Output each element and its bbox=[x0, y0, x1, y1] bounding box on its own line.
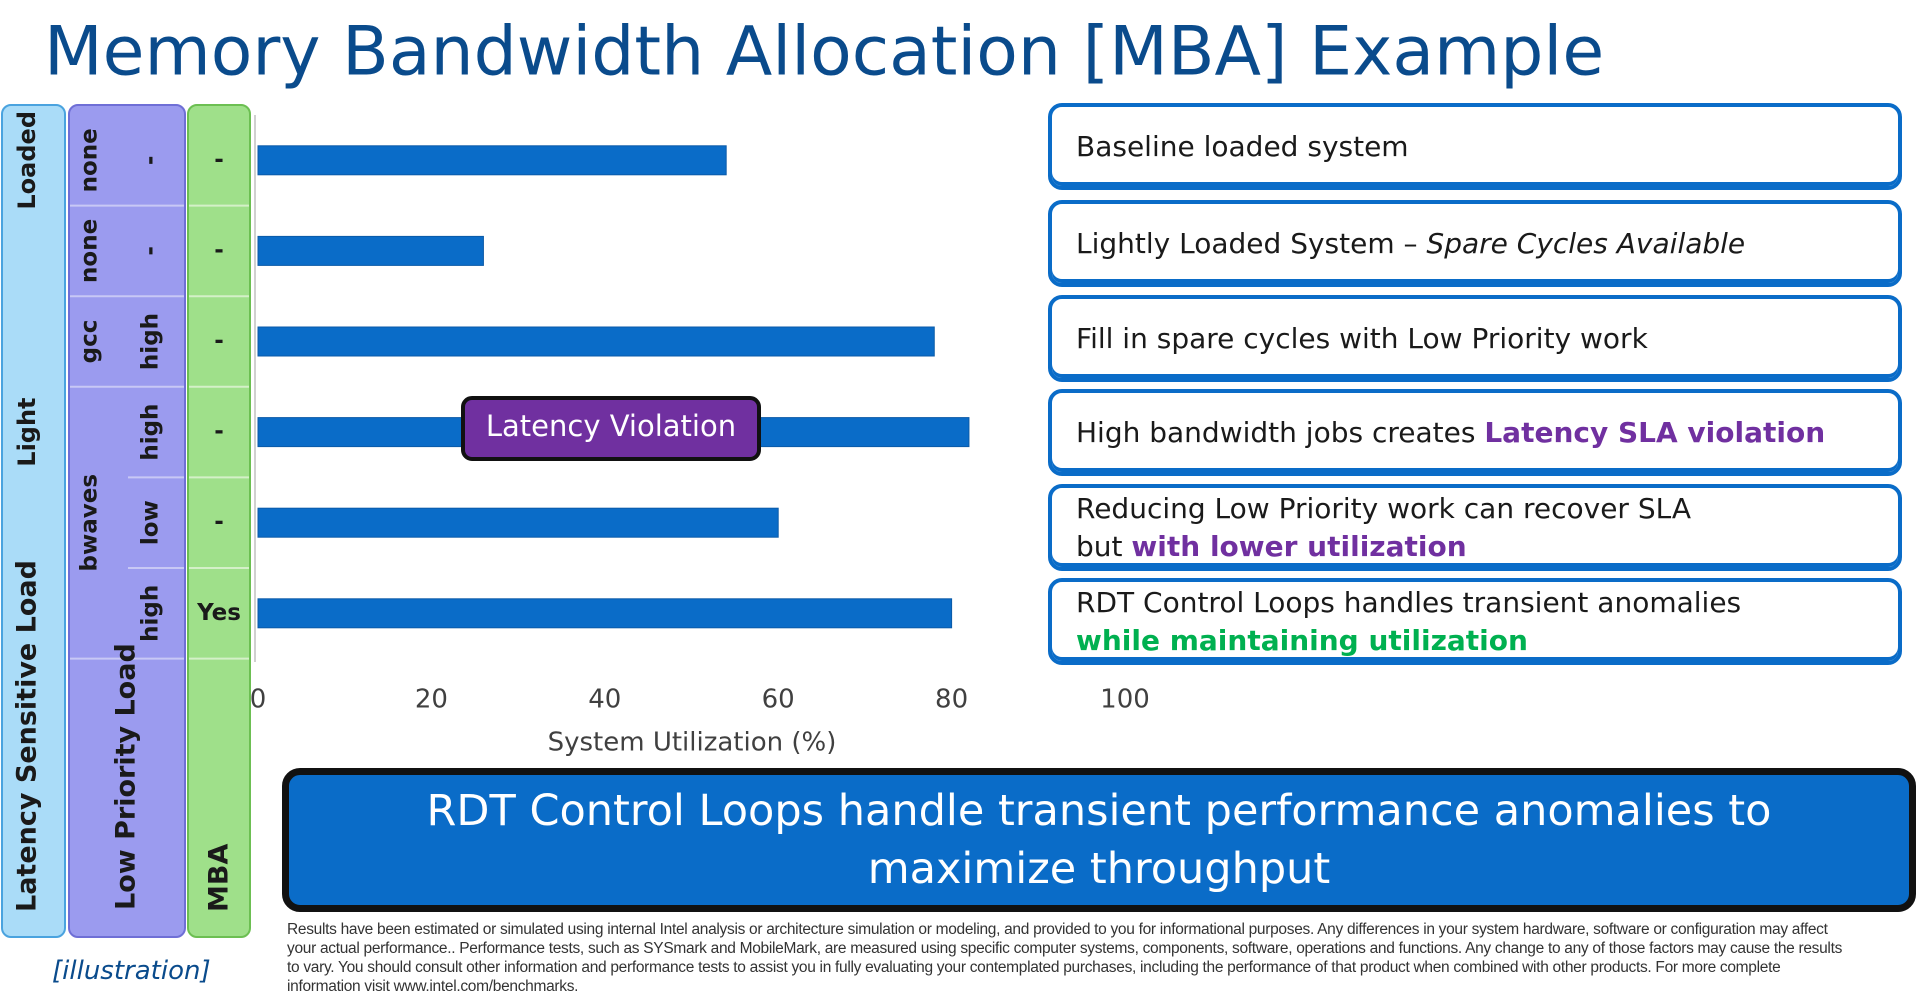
bar bbox=[257, 145, 727, 176]
low-priority-column bbox=[68, 104, 186, 938]
bar bbox=[257, 507, 779, 538]
row-group-label: Light bbox=[13, 397, 41, 466]
callout-text: but bbox=[1076, 529, 1132, 563]
callout-text: with lower utilization bbox=[1131, 529, 1467, 563]
x-tick-label: 0 bbox=[250, 685, 267, 715]
workload-label: bwaves bbox=[77, 474, 103, 572]
callout-line: High bandwidth jobs creates Latency SLA … bbox=[1076, 414, 1874, 452]
mba-setting: - bbox=[214, 419, 224, 445]
callout-text: Reducing Low Priority work can recover S… bbox=[1076, 491, 1692, 525]
latency-column bbox=[1, 104, 66, 938]
intensity-label: high bbox=[138, 404, 164, 461]
callout-line: RDT Control Loops handles transient anom… bbox=[1076, 584, 1874, 622]
row-group-label: Loaded bbox=[13, 111, 41, 210]
callout: High bandwidth jobs creates Latency SLA … bbox=[1048, 389, 1902, 476]
annotation-label: Latency Violation bbox=[486, 409, 736, 443]
callout-line: Fill in spare cycles with Low Priority w… bbox=[1076, 320, 1874, 358]
callout: Baseline loaded system bbox=[1048, 103, 1902, 190]
annotation-box bbox=[461, 396, 761, 461]
x-tick-label: 20 bbox=[415, 685, 448, 715]
bar bbox=[257, 326, 935, 357]
intensity-label: - bbox=[138, 156, 164, 166]
column-header: Latency Sensitive Load bbox=[12, 560, 43, 912]
bar bbox=[257, 598, 953, 629]
bar bbox=[257, 235, 484, 266]
callout-text: Latency SLA violation bbox=[1484, 415, 1826, 449]
callout-text: RDT Control Loops handles transient anom… bbox=[1076, 585, 1742, 619]
workload-label: none bbox=[77, 219, 103, 283]
slide-title: Memory Bandwidth Allocation [MBA] Exampl… bbox=[44, 13, 1604, 92]
intensity-label: - bbox=[138, 246, 164, 256]
banner: RDT Control Loops handle transient perfo… bbox=[282, 768, 1916, 912]
column-header: Low Priority Load bbox=[111, 643, 142, 910]
mba-setting: - bbox=[214, 147, 224, 173]
callout-text: High bandwidth jobs creates bbox=[1076, 415, 1485, 449]
illustration-note: [illustration] bbox=[52, 956, 211, 986]
workload-label: none bbox=[77, 128, 103, 192]
x-tick-label: 80 bbox=[935, 685, 968, 715]
callout-text: Spare Cycles Available bbox=[1426, 226, 1746, 260]
x-tick-label: 100 bbox=[1100, 685, 1150, 715]
callout-text: while maintaining utilization bbox=[1076, 623, 1528, 657]
callout: RDT Control Loops handles transient anom… bbox=[1048, 578, 1902, 665]
column-header: MBA bbox=[204, 844, 235, 912]
callout-line: Lightly Loaded System – Spare Cycles Ava… bbox=[1076, 225, 1874, 263]
callout: Fill in spare cycles with Low Priority w… bbox=[1048, 295, 1902, 382]
x-tick-label: 40 bbox=[588, 685, 621, 715]
mba-setting: - bbox=[214, 509, 224, 535]
callout-line: but with lower utilization bbox=[1076, 528, 1874, 566]
intensity-label: high bbox=[138, 313, 164, 370]
mba-setting: - bbox=[214, 237, 224, 263]
workload-label: gcc bbox=[77, 320, 103, 364]
mba-setting: - bbox=[214, 328, 224, 354]
callout-line: while maintaining utilization bbox=[1076, 622, 1874, 660]
callout-line: Baseline loaded system bbox=[1076, 128, 1874, 166]
callout: Reducing Low Priority work can recover S… bbox=[1048, 484, 1902, 571]
callout-text: Lightly Loaded System – bbox=[1076, 226, 1427, 260]
callout-text: Fill in spare cycles with Low Priority w… bbox=[1076, 321, 1648, 355]
intensity-label: high bbox=[138, 585, 164, 642]
intensity-label: low bbox=[138, 500, 164, 545]
mba-column bbox=[187, 104, 251, 938]
mba-setting: Yes bbox=[196, 600, 241, 626]
callout: Lightly Loaded System – Spare Cycles Ava… bbox=[1048, 200, 1902, 287]
x-axis-label: System Utilization (%) bbox=[548, 728, 837, 758]
callout-line: Reducing Low Priority work can recover S… bbox=[1076, 490, 1874, 528]
disclaimer: Results have been estimated or simulated… bbox=[287, 921, 1843, 995]
x-tick-label: 60 bbox=[762, 685, 795, 715]
callout-text: Baseline loaded system bbox=[1076, 129, 1409, 163]
